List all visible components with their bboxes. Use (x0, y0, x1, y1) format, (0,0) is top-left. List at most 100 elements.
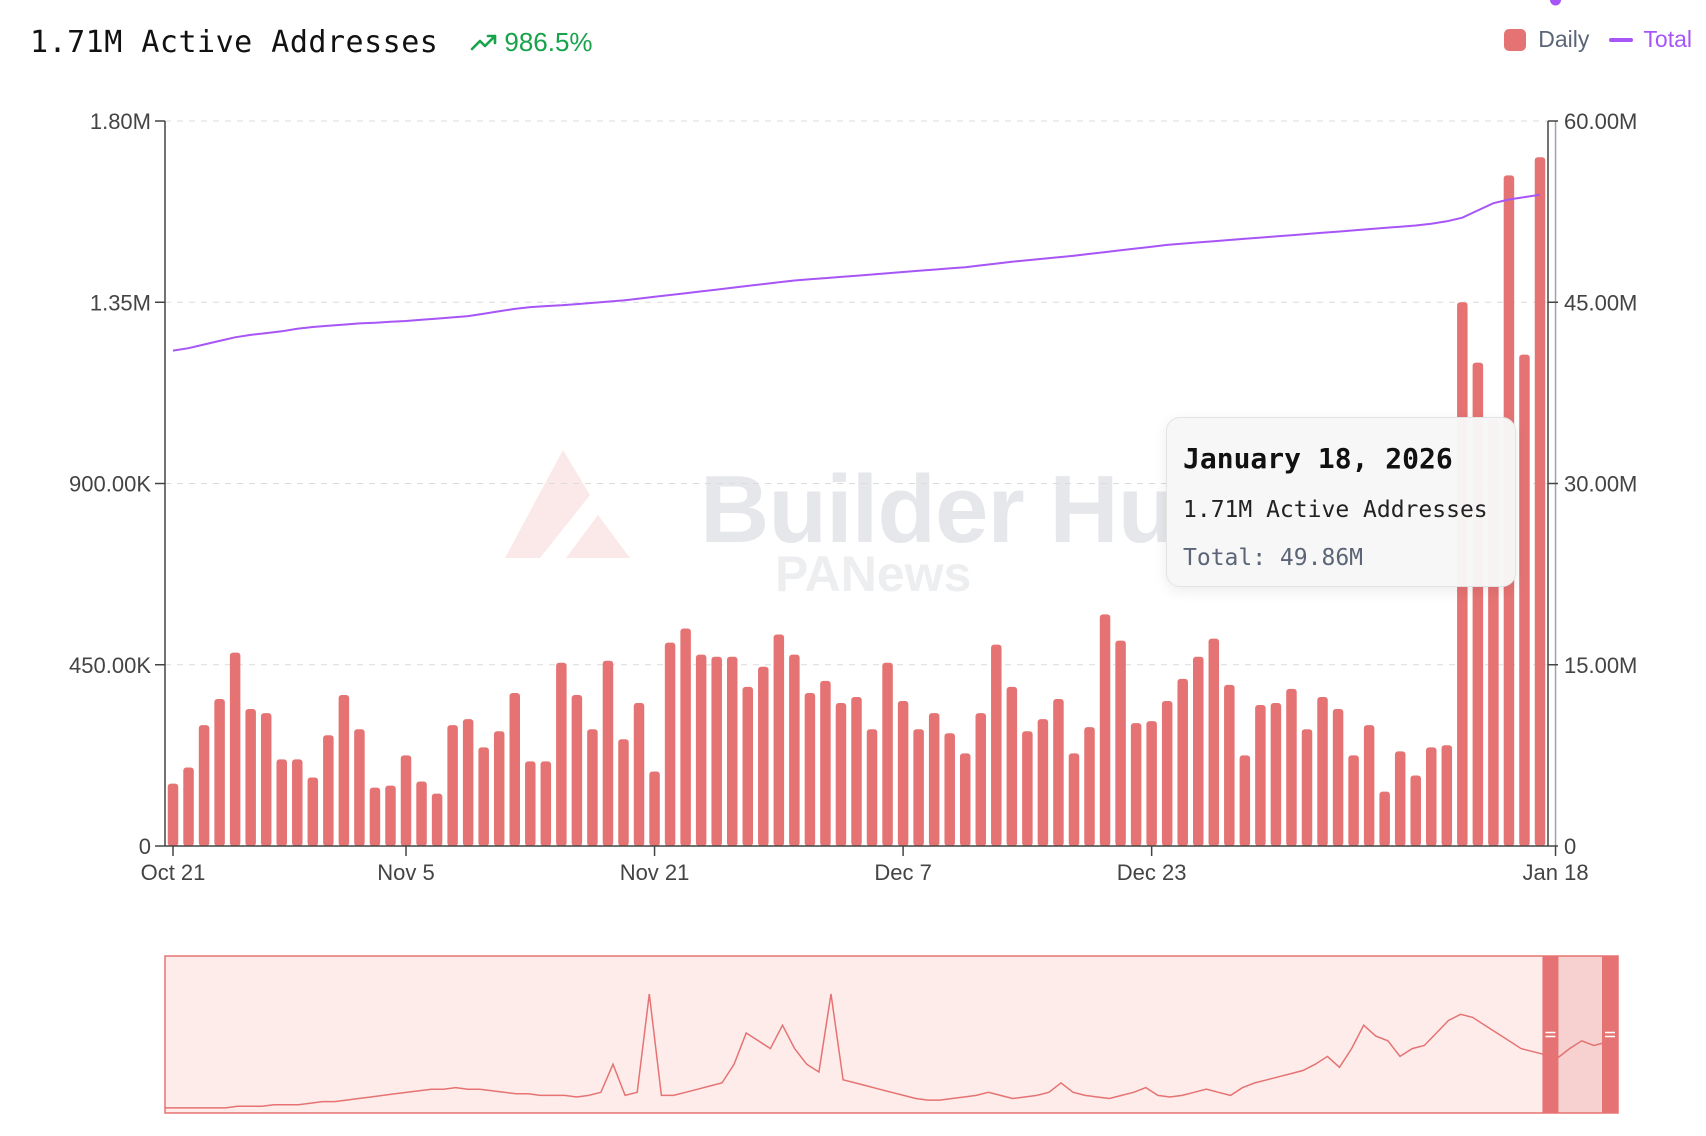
bar-daily (649, 771, 660, 846)
bar-daily (959, 753, 971, 846)
bar-daily (1255, 705, 1266, 846)
bar-daily (835, 703, 847, 846)
bar-daily (991, 644, 1002, 846)
bar-daily (493, 731, 505, 846)
y-right-tick-label: 30.00M (1564, 472, 1637, 497)
bar-daily (307, 777, 319, 846)
bar-daily (820, 680, 831, 846)
bar-daily (882, 662, 893, 846)
bar-daily (416, 781, 427, 846)
watermark-secondary: PANews (775, 546, 972, 602)
chart-title: 1.71M Active Addresses (30, 24, 439, 60)
bar-daily (975, 713, 987, 846)
bar-daily (1363, 725, 1375, 846)
bar-daily (167, 783, 179, 846)
bar-daily (866, 729, 878, 846)
brush-series-line (165, 993, 1619, 1109)
bar-daily (260, 713, 272, 846)
bar-daily (944, 733, 955, 846)
bar-daily (1037, 719, 1049, 846)
bar-daily (1099, 614, 1111, 846)
bar-daily (804, 692, 816, 846)
bar-daily (447, 725, 458, 846)
bar-daily (742, 686, 754, 846)
bar-daily (1068, 753, 1080, 846)
bar-daily (214, 698, 225, 846)
x-tick-label: Oct 21 (141, 860, 206, 885)
tooltip-date: January 18, 2026 (1183, 442, 1453, 475)
chart-header: 1.71M Active Addresses 986.5% (30, 22, 593, 62)
chart-tooltip: January 18, 2026 1.71M Active Addresses … (1166, 417, 1516, 587)
bar-daily (789, 654, 800, 846)
bar-daily (276, 759, 287, 846)
y-right-tick-label: 0 (1564, 834, 1576, 859)
tooltip-total: Total: 49.86M (1183, 545, 1364, 571)
bar-daily (1379, 791, 1390, 846)
legend-label-total: Total (1643, 26, 1692, 52)
bar-daily (1239, 755, 1251, 846)
bar-daily (1286, 688, 1297, 846)
x-tick-label: Dec 23 (1117, 860, 1187, 885)
bar-daily (400, 755, 412, 846)
bar-daily (556, 662, 567, 846)
bar-daily (478, 747, 489, 846)
bar-daily (602, 660, 614, 846)
bar-daily (1394, 751, 1406, 846)
tooltip-value: 1.71M Active Addresses (1183, 497, 1488, 523)
bar-daily (618, 739, 629, 846)
bar-daily (198, 725, 210, 846)
bar-daily (229, 652, 241, 846)
series-line-total (172, 193, 1541, 352)
x-tick-label: Dec 7 (874, 860, 931, 885)
bar-daily (354, 729, 365, 846)
bar-daily (1146, 721, 1157, 846)
bar-daily (1006, 686, 1018, 846)
bar-daily (431, 793, 443, 846)
bar-daily (1441, 745, 1453, 846)
y-right-tick-label: 60.00M (1564, 109, 1637, 134)
bar-daily (323, 735, 334, 846)
bar-daily (1177, 678, 1188, 846)
hover-point-total (1547, 0, 1565, 9)
bar-daily (1130, 723, 1142, 846)
x-tick-label: Jan 18 (1523, 860, 1589, 885)
bar-daily (509, 692, 520, 846)
bar-daily (664, 642, 676, 846)
bar-daily (913, 729, 924, 846)
bar-daily (540, 761, 552, 846)
bar-daily (851, 696, 862, 846)
bar-daily (680, 628, 691, 846)
bar-daily (1193, 656, 1204, 846)
bar-daily (1519, 354, 1530, 846)
legend-item-daily[interactable]: Daily (1504, 26, 1589, 53)
bar-daily (1301, 729, 1313, 846)
change-indicator: 986.5% (470, 26, 593, 58)
y-left-tick-label: 900.00K (69, 472, 151, 497)
y-left-tick-label: 0 (139, 834, 151, 859)
brush-handle-left[interactable] (1542, 956, 1559, 1113)
legend-swatch-total (1609, 37, 1634, 42)
legend-item-total[interactable]: Total (1609, 26, 1692, 53)
change-value: 986.5% (504, 26, 593, 57)
watermark-logo-icon (505, 450, 630, 558)
brush-handle-right[interactable] (1602, 956, 1618, 1113)
bar-daily (1224, 684, 1235, 846)
bar-daily (1317, 696, 1328, 846)
y-left-tick-label: 1.35M (90, 290, 151, 315)
bar-daily (897, 701, 909, 846)
legend-label-daily: Daily (1538, 26, 1590, 52)
bar-daily (245, 709, 256, 846)
trending-up-icon (471, 34, 497, 51)
bar-daily (1332, 709, 1344, 846)
overview-brush (164, 955, 1619, 1114)
bar-daily (695, 654, 707, 846)
bar-daily (1053, 698, 1064, 846)
y-right-tick-label: 45.00M (1564, 290, 1637, 315)
chart-legend: Daily Total (1484, 26, 1692, 53)
x-tick-label: Nov 21 (620, 860, 690, 885)
bar-daily (369, 787, 381, 846)
bar-daily (525, 761, 536, 846)
bar-daily (1348, 755, 1359, 846)
bar-daily (711, 656, 722, 846)
